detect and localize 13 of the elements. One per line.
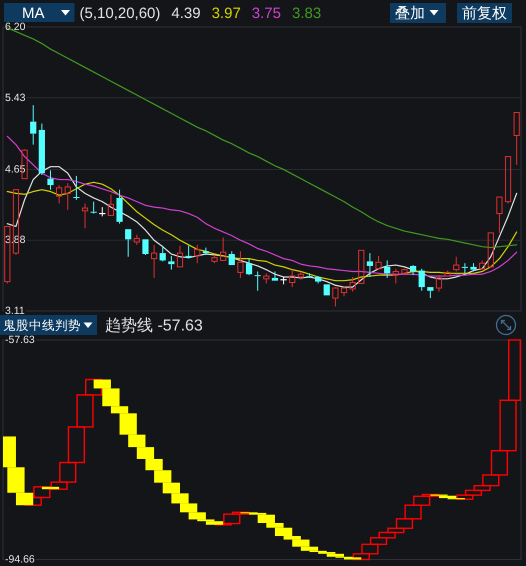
chart-title: 鬼股中线判势	[3, 318, 81, 332]
tick-label: -57.63	[5, 334, 35, 346]
legend: (5,10,20,60) 4.39 3.97 3.75 3.83	[80, 5, 322, 22]
chart-subtitle: 趋势线 -57.63	[105, 316, 203, 334]
tick-label: -94.66	[5, 554, 35, 566]
chart-title: MA	[22, 4, 44, 22]
tick-label: 5.43	[5, 92, 26, 104]
button: 前复权	[457, 3, 512, 23]
title-dropdown: MA	[4, 3, 74, 22]
button: 叠加	[390, 3, 446, 23]
tick-label: 3.11	[5, 305, 25, 317]
title-dropdown: 鬼股中线判势	[0, 315, 97, 335]
tick-label: 6.20	[5, 21, 26, 33]
